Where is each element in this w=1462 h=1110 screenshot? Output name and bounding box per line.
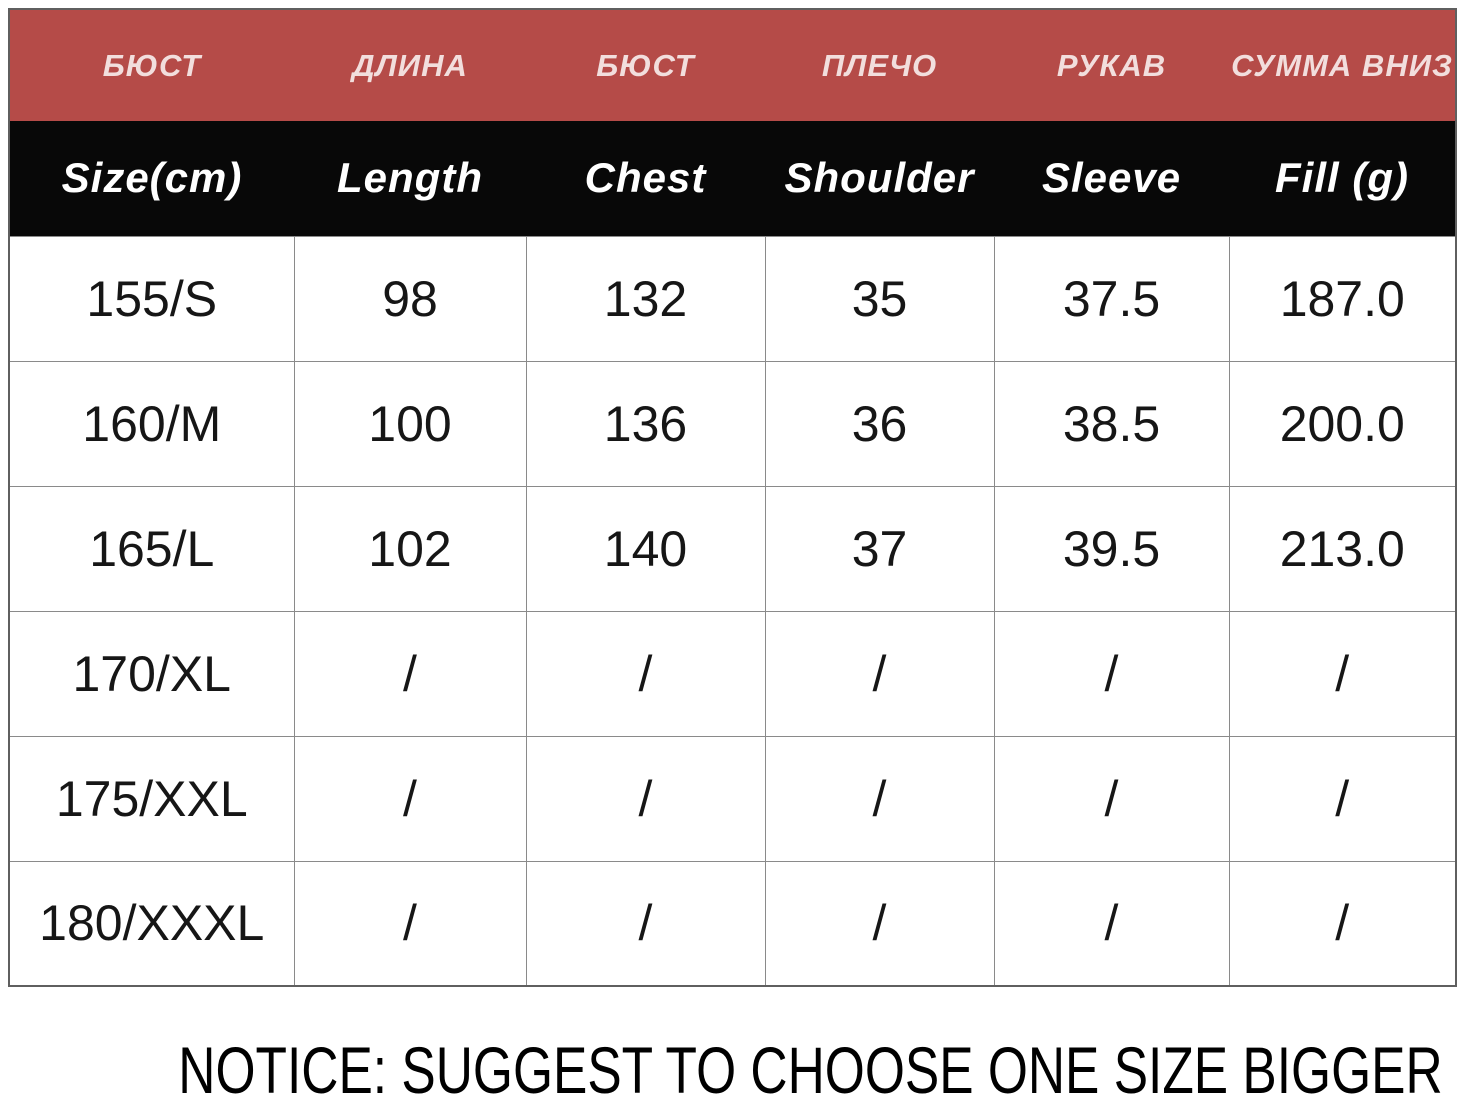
value-cell: / (525, 610, 766, 737)
table-row-180xxxl: 180/XXXL / / / / / (8, 860, 1457, 987)
value-cell: 98 (293, 235, 527, 362)
size-chart: БЮСТ ДЛИНА БЮСТ ПЛЕЧО РУКАВ СУММА ВНИЗ S… (8, 8, 1457, 987)
table-row-160m: 160/M 100 136 36 38.5 200.0 (8, 360, 1457, 487)
header-cell-en-fill: Fill (g) (1229, 121, 1456, 236)
value-cell: 132 (525, 235, 766, 362)
table-row-165l: 165/L 102 140 37 39.5 213.0 (8, 485, 1457, 612)
header-cell-en-size: Size(cm) (9, 121, 294, 236)
value-cell: 200.0 (1228, 360, 1457, 487)
size-chart-table: БЮСТ ДЛИНА БЮСТ ПЛЕЧО РУКАВ СУММА ВНИЗ S… (8, 8, 1457, 987)
value-cell: / (993, 735, 1230, 862)
value-cell: 37.5 (993, 235, 1230, 362)
table-row-175xxl: 175/XXL / / / / / (8, 735, 1457, 862)
size-cell: 155/S (8, 235, 295, 362)
header-cell-ru-size: БЮСТ (9, 9, 294, 121)
header-cell-en-chest: Chest (526, 121, 765, 236)
value-cell: / (525, 735, 766, 862)
header-cell-en-shoulder: Shoulder (765, 121, 994, 236)
value-cell: / (993, 610, 1230, 737)
header-row-russian: БЮСТ ДЛИНА БЮСТ ПЛЕЧО РУКАВ СУММА ВНИЗ (9, 9, 1456, 121)
value-cell: / (525, 860, 766, 987)
value-cell: / (1228, 610, 1457, 737)
notice: NOTICE: SUGGEST TO CHOOSE ONE SIZE BIGGE… (0, 1032, 1462, 1108)
value-cell: / (764, 735, 995, 862)
header-cell-ru-shoulder: ПЛЕЧО (765, 9, 994, 121)
header-cell-ru-fill: СУММА ВНИЗ (1229, 9, 1456, 121)
value-cell: / (764, 860, 995, 987)
size-cell: 160/M (8, 360, 295, 487)
value-cell: / (293, 610, 527, 737)
value-cell: 213.0 (1228, 485, 1457, 612)
value-cell: 102 (293, 485, 527, 612)
size-cell: 180/XXXL (8, 860, 295, 987)
header-cell-ru-chest: БЮСТ (526, 9, 765, 121)
value-cell: / (1228, 860, 1457, 987)
value-cell: / (293, 860, 527, 987)
size-cell: 165/L (8, 485, 295, 612)
header-cell-ru-sleeve: РУКАВ (994, 9, 1229, 121)
value-cell: 39.5 (993, 485, 1230, 612)
header-cell-en-sleeve: Sleeve (994, 121, 1229, 236)
value-cell: 136 (525, 360, 766, 487)
value-cell: 187.0 (1228, 235, 1457, 362)
value-cell: / (993, 860, 1230, 987)
table-row-170xl: 170/XL / / / / / (8, 610, 1457, 737)
header-row-english: Size(cm) Length Chest Shoulder Sleeve Fi… (9, 121, 1456, 236)
value-cell: 100 (293, 360, 527, 487)
header-cell-ru-length: ДЛИНА (294, 9, 526, 121)
value-cell: 36 (764, 360, 995, 487)
table-row-155s: 155/S 98 132 35 37.5 187.0 (8, 235, 1457, 362)
value-cell: 37 (764, 485, 995, 612)
value-cell: / (764, 610, 995, 737)
value-cell: / (1228, 735, 1457, 862)
value-cell: 35 (764, 235, 995, 362)
value-cell: 38.5 (993, 360, 1230, 487)
notice-text: NOTICE: SUGGEST TO CHOOSE ONE SIZE BIGGE… (178, 1033, 1443, 1107)
value-cell: 140 (525, 485, 766, 612)
size-cell: 175/XXL (8, 735, 295, 862)
size-cell: 170/XL (8, 610, 295, 737)
header-cell-en-length: Length (294, 121, 526, 236)
value-cell: / (293, 735, 527, 862)
